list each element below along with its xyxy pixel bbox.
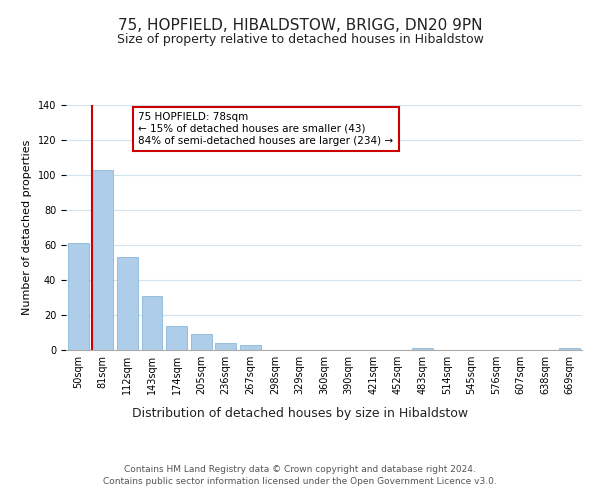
Text: Contains HM Land Registry data © Crown copyright and database right 2024.: Contains HM Land Registry data © Crown c… xyxy=(124,465,476,474)
Bar xyxy=(412,348,433,350)
Bar xyxy=(166,326,187,350)
Text: Distribution of detached houses by size in Hibaldstow: Distribution of detached houses by size … xyxy=(132,408,468,420)
Text: 75 HOPFIELD: 78sqm
← 15% of detached houses are smaller (43)
84% of semi-detache: 75 HOPFIELD: 78sqm ← 15% of detached hou… xyxy=(138,112,394,146)
Bar xyxy=(117,257,138,350)
Bar xyxy=(559,348,580,350)
Bar xyxy=(240,345,261,350)
Text: Size of property relative to detached houses in Hibaldstow: Size of property relative to detached ho… xyxy=(116,32,484,46)
Bar xyxy=(92,170,113,350)
Text: 75, HOPFIELD, HIBALDSTOW, BRIGG, DN20 9PN: 75, HOPFIELD, HIBALDSTOW, BRIGG, DN20 9P… xyxy=(118,18,482,32)
Bar xyxy=(142,296,163,350)
Text: Contains public sector information licensed under the Open Government Licence v3: Contains public sector information licen… xyxy=(103,478,497,486)
Y-axis label: Number of detached properties: Number of detached properties xyxy=(22,140,32,315)
Bar xyxy=(68,244,89,350)
Bar xyxy=(191,334,212,350)
Bar xyxy=(215,343,236,350)
